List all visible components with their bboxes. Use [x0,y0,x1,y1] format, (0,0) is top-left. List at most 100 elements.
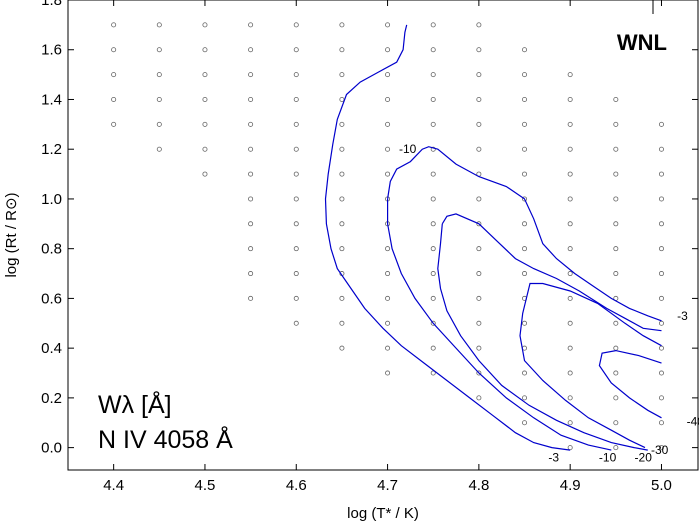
model-grid-point [522,171,528,177]
model-grid-point [339,22,345,28]
model-grid-point [293,320,299,326]
model-grid-point [430,295,436,301]
x-tick-label: 4.8 [468,477,489,494]
model-grid-point [613,320,619,326]
model-grid-point [202,72,208,78]
model-grid-point [658,395,664,401]
model-grid-point [613,345,619,351]
y-tick-label: 0.6 [41,290,62,307]
contour-line [324,24,571,451]
model-grid-point [339,196,345,202]
model-grid-point [293,72,299,78]
model-grid-point [658,196,664,202]
model-grid-point [522,420,528,426]
model-grid-point [156,22,162,28]
model-grid-point [613,121,619,127]
x-tick-label: 4.7 [377,477,398,494]
model-grid-point [293,221,299,227]
model-grid-point [522,246,528,252]
model-grid-point [339,72,345,78]
model-grid-point [339,47,345,53]
contour-line [598,349,662,419]
model-grid-point [476,47,482,53]
y-tick-label: 1.6 [41,42,62,59]
model-grid-point [476,395,482,401]
model-grid-point [567,96,573,102]
model-grid-point [522,221,528,227]
model-grid-point [613,246,619,252]
model-grid-point [567,395,573,401]
model-grid-point [613,221,619,227]
y-axis-ticks: 0.0 0.2 0.4 0.6 0.8 1.0 1.2 1.4 1.6 1.8 [41,0,698,457]
model-grid-point [567,146,573,152]
model-grid-point [567,420,573,426]
x-tick-label: 4.5 [195,477,216,494]
model-grid-point [658,295,664,301]
model-grid-point [202,146,208,152]
line-label: N IV 4058 Å [98,424,233,454]
model-grid-point [430,47,436,53]
model-grid-point [658,320,664,326]
model-grid-point [293,271,299,277]
model-grid-point [156,72,162,78]
y-tick-label: 1.8 [41,0,62,9]
model-grid-point [613,271,619,277]
contour-line [437,223,648,451]
model-grid-point [202,171,208,177]
model-grid-point [476,121,482,127]
model-grid-point [293,96,299,102]
model-grid-point [202,121,208,127]
model-grid-point [522,196,528,202]
model-grid-point [658,420,664,426]
model-grid-point [339,295,345,301]
model-grid-point [248,295,254,301]
model-grid-point [156,47,162,53]
model-grid-point [293,246,299,252]
model-grid-point [613,96,619,102]
x-tick-label: 5.0 [651,477,672,494]
model-grid-point [567,221,573,227]
model-grid-point [613,171,619,177]
model-grid-point [430,345,436,351]
model-grid-point [567,345,573,351]
contour-line [387,198,612,451]
wr-type-label: WNL [617,30,667,55]
model-grid-point [430,370,436,376]
model-grid-point [293,47,299,53]
x-tick-label: 4.6 [286,477,307,494]
model-grid-point [567,171,573,177]
model-grid-point [248,146,254,152]
contour-labels: -10 -3 -40 -30 -3 -10 -20 [399,142,699,464]
model-grid-point [658,370,664,376]
y-tick-label: 1.0 [41,191,62,208]
model-grid-point [385,146,391,152]
model-grid-point [430,121,436,127]
model-grid-point [522,271,528,277]
y-axis-label: log (Rt / R⊙) [3,192,20,277]
model-grid-point [658,445,664,451]
contour-label: -30 [651,443,669,457]
model-grid-point [339,345,345,351]
contour-label: -10 [599,451,617,465]
model-grid-point [567,320,573,326]
contour-label: -20 [635,451,653,465]
model-grid-point [476,196,482,202]
model-grid-point [476,146,482,152]
model-grid-point [522,96,528,102]
model-grid-point [567,271,573,277]
model-grid-point [430,171,436,177]
x-axis-ticks: 4.4 4.5 4.6 4.7 4.8 4.9 5.0 [103,0,672,494]
model-grid-point [385,370,391,376]
model-grid-point [385,320,391,326]
model-grid-point [111,72,117,78]
model-grid-point [658,121,664,127]
model-grid-point [156,146,162,152]
model-grid-point [613,370,619,376]
contour-lines [324,24,662,451]
model-grid-point [156,96,162,102]
model-grid-point [339,320,345,326]
model-grid-point [567,295,573,301]
model-grid-point [385,22,391,28]
model-grid-point [248,271,254,277]
model-grid-point [248,96,254,102]
